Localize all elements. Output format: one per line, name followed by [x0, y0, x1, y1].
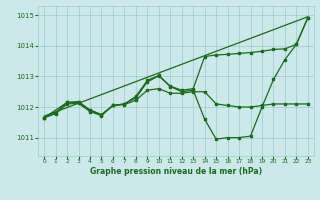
X-axis label: Graphe pression niveau de la mer (hPa): Graphe pression niveau de la mer (hPa)	[90, 167, 262, 176]
